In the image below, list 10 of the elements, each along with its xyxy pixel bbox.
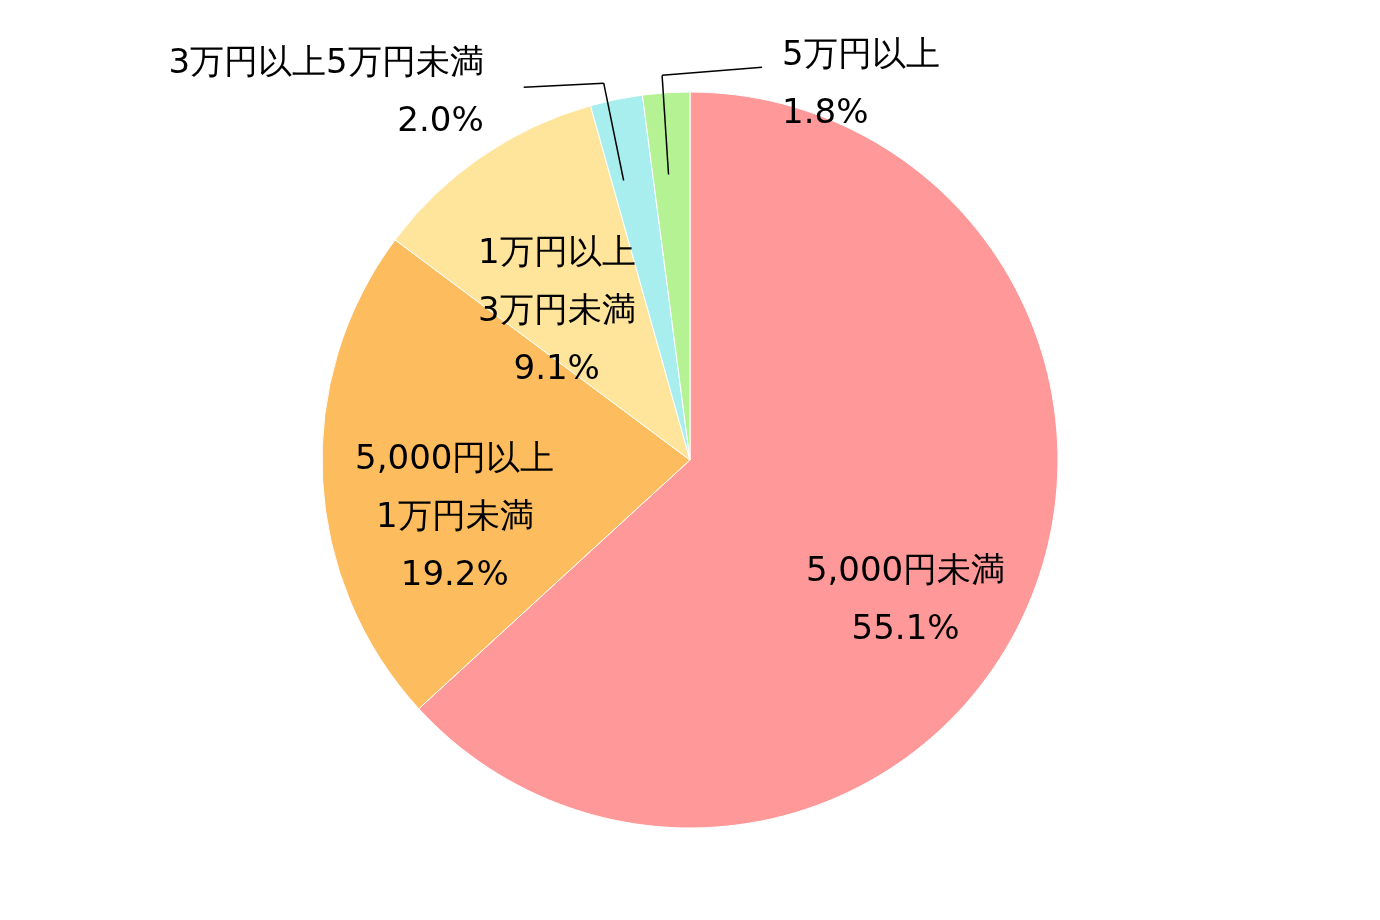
data-label: 9.1% bbox=[513, 346, 600, 387]
data-label: 2.0% bbox=[397, 99, 484, 140]
slice-label: 5,000円未満 bbox=[805, 548, 1006, 589]
data-label: 19.2% bbox=[400, 552, 509, 593]
data-label: 55.1% bbox=[851, 606, 960, 647]
slice-label: 5,000円以上 1万円未満 bbox=[355, 436, 555, 535]
slice-label: 3万円以上5万円未満 bbox=[168, 41, 484, 82]
data-label: 1.8% bbox=[782, 91, 869, 132]
slice-label: 5万円以上 bbox=[782, 33, 940, 74]
slice-label: 1万円以上 3万円未満 bbox=[477, 230, 636, 329]
